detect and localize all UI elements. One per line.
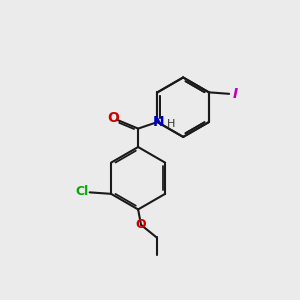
Text: I: I: [233, 87, 238, 101]
Text: O: O: [135, 218, 146, 231]
Text: O: O: [107, 111, 119, 124]
Text: Cl: Cl: [76, 185, 89, 198]
Text: H: H: [167, 119, 175, 129]
Text: N: N: [153, 115, 165, 129]
